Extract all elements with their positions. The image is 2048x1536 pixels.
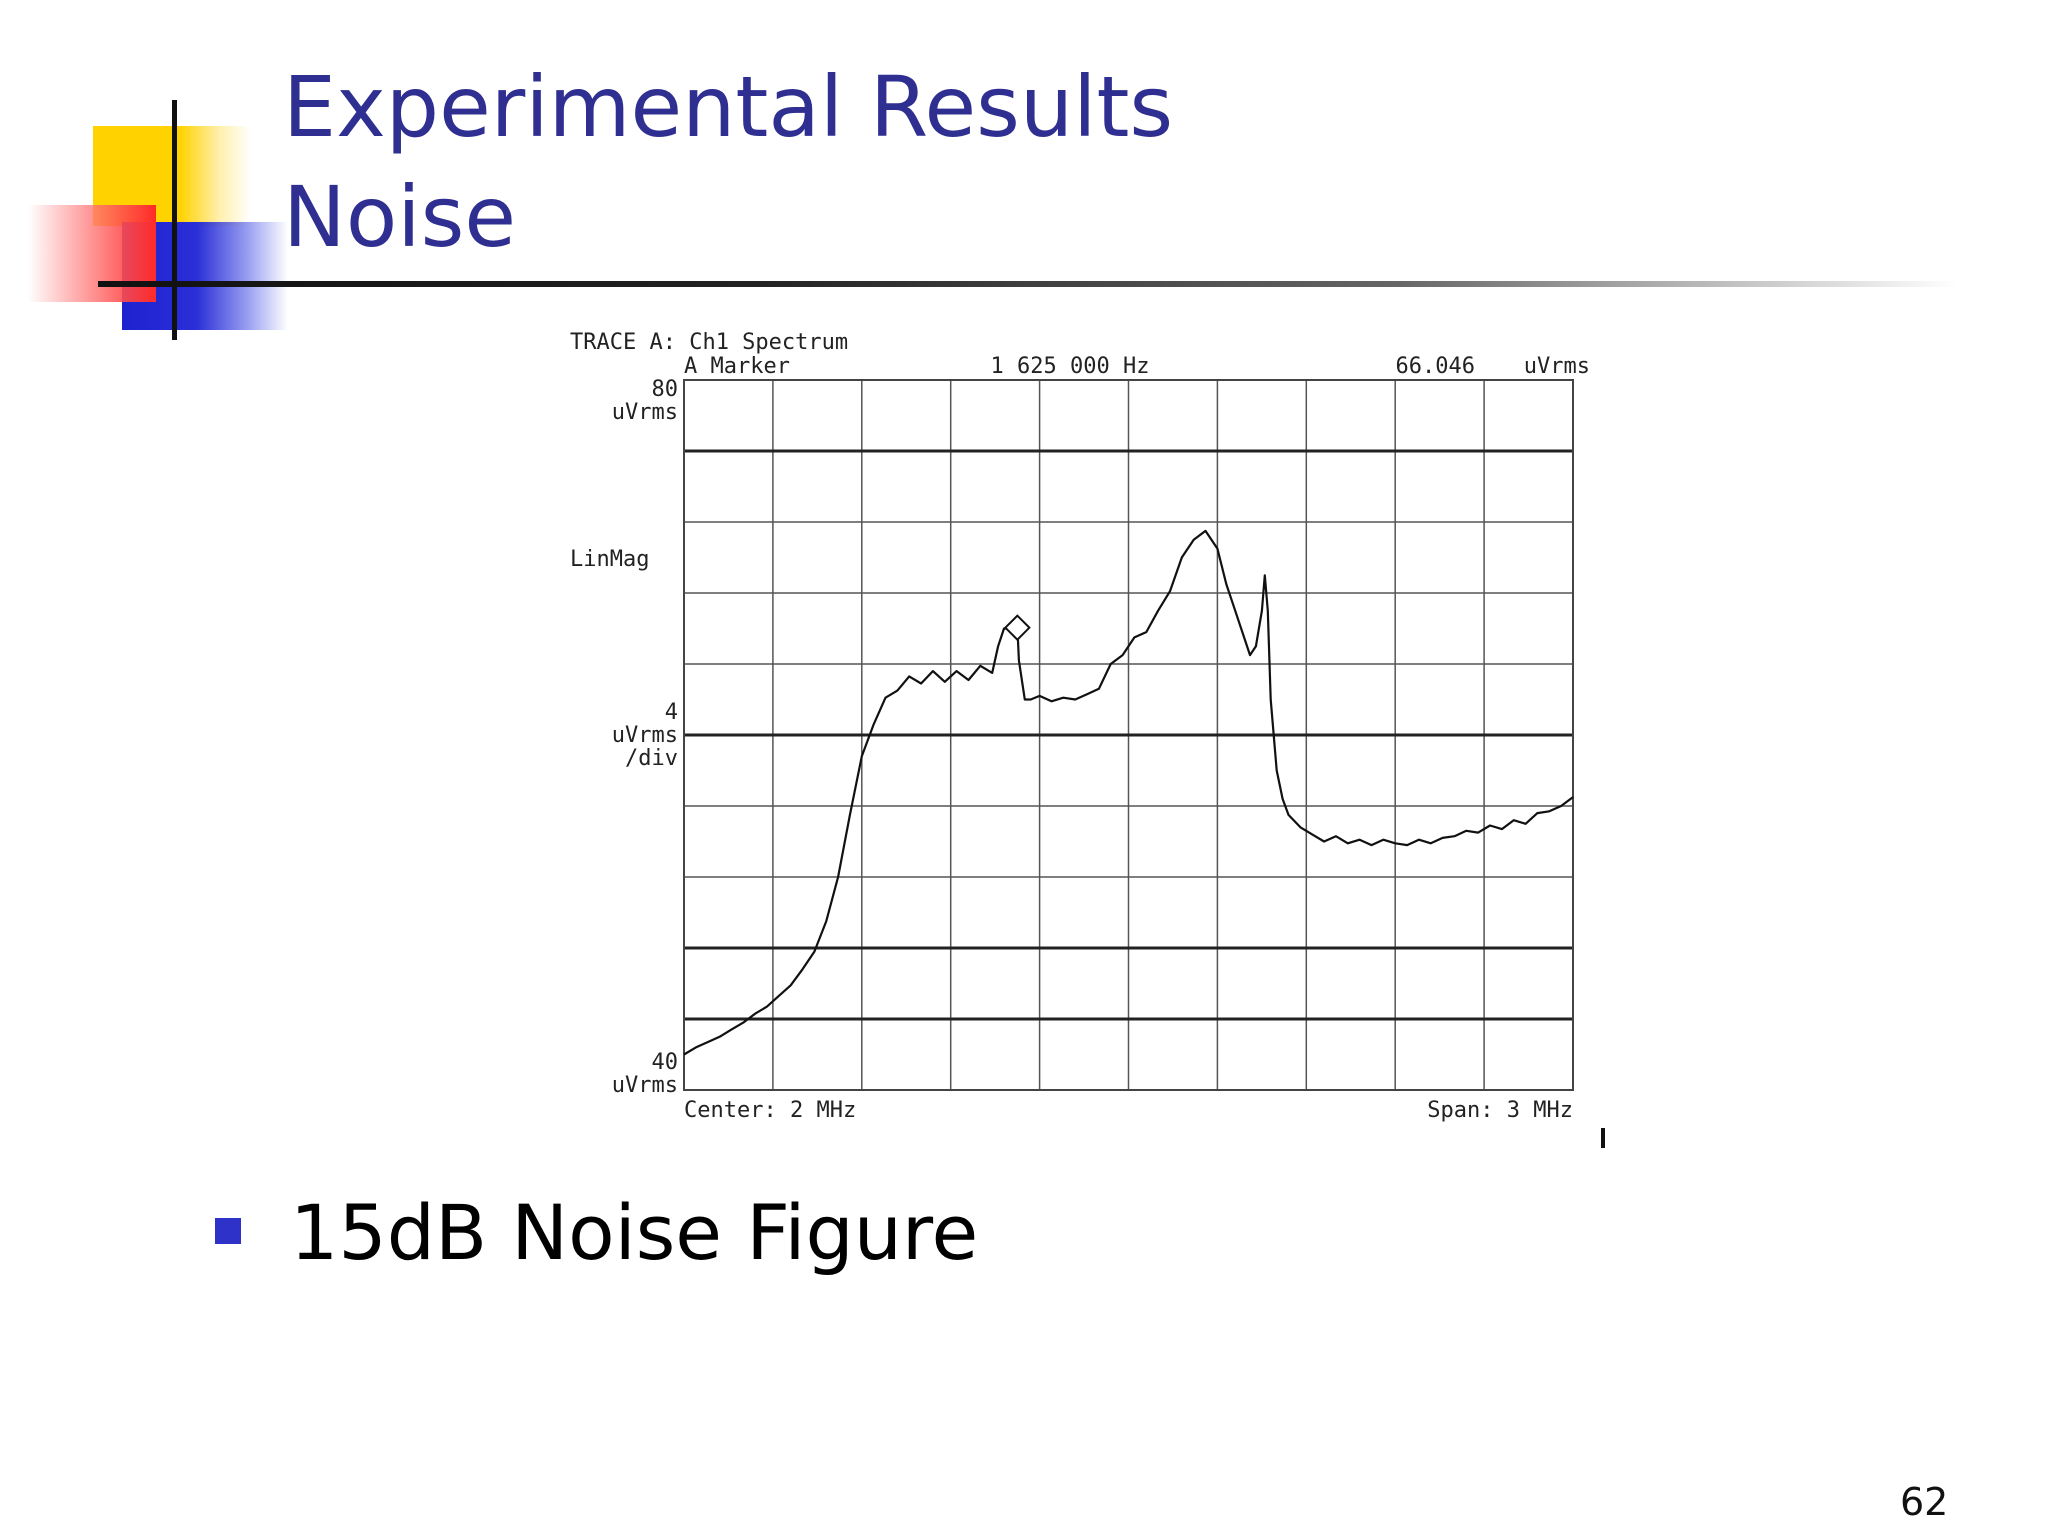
marker-diamond (1003, 614, 1031, 642)
y-bottom-unit: uVrms (612, 1073, 678, 1098)
y-bottom-value: 40 (652, 1050, 679, 1075)
decor-vertical-line (172, 100, 177, 340)
bullet-square-icon (215, 1218, 241, 1244)
y-div-unit: uVrms (612, 723, 678, 748)
spectrum-chart: TRACE A: Ch1 Spectrum A Marker 1 625 000… (570, 330, 1590, 1123)
slide-title-line-1: Experimental Results (283, 58, 1174, 156)
y-div-value: 4 (665, 700, 678, 725)
plot-frame (683, 379, 1574, 1091)
slide-title-line-2: Noise (283, 168, 517, 266)
stray-tick-mark (1601, 1128, 1605, 1148)
bullet-text: 15dB Noise Figure (290, 1188, 979, 1277)
y-top-value: 80 (652, 377, 679, 402)
marker-frequency: 1 625 000 Hz (991, 354, 1150, 379)
marker-value: 66.046 (1396, 354, 1475, 379)
y-scale-mode: LinMag (570, 547, 649, 572)
marker-unit: uVrms (1524, 354, 1590, 379)
y-div-suffix: /div (625, 746, 678, 771)
marker-label: A Marker (684, 354, 790, 379)
y-top-unit: uVrms (612, 400, 678, 425)
slide-title: Experimental Results Noise (283, 52, 1173, 272)
page-number: 62 (1900, 1480, 1949, 1524)
x-center-label: Center: 2 MHz (684, 1098, 856, 1123)
trace-header: TRACE A: Ch1 Spectrum (570, 330, 848, 355)
horizontal-gridlines (684, 449, 1573, 1021)
decor-red-square (28, 205, 156, 302)
title-underline (98, 281, 1958, 287)
spectrum-trace (683, 529, 1574, 1056)
x-span-label: Span: 3 MHz (1427, 1098, 1573, 1123)
